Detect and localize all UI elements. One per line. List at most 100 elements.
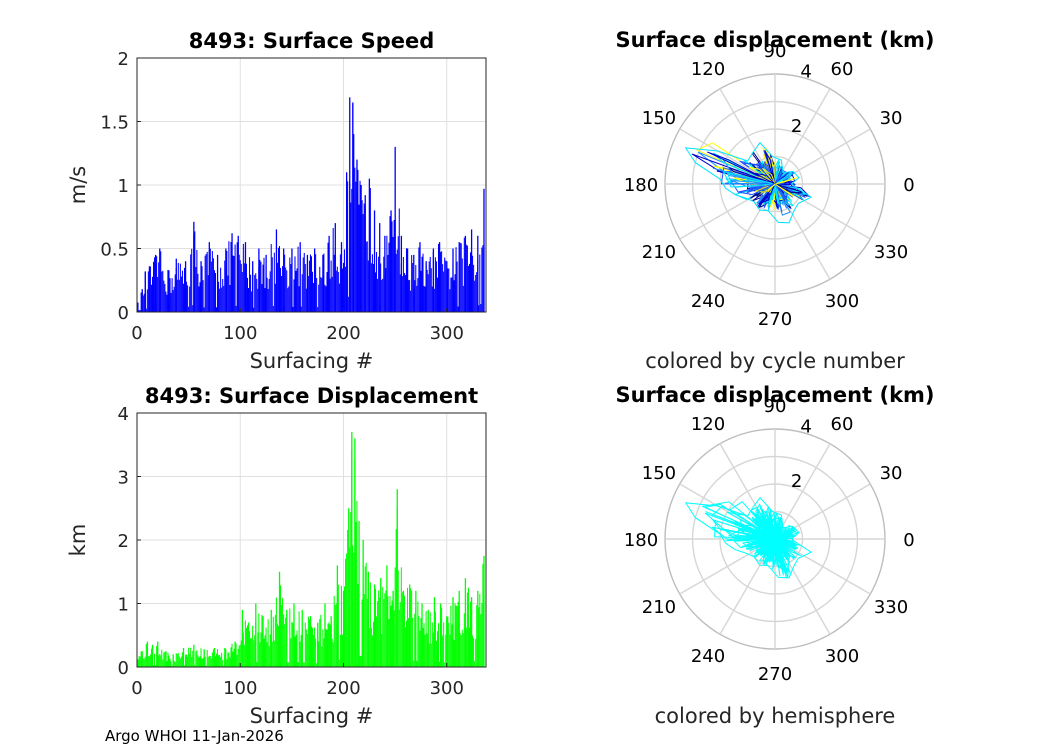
chart-title: 8493: Surface Speed bbox=[189, 29, 435, 53]
bar bbox=[414, 613, 416, 667]
polar-series bbox=[684, 141, 813, 224]
chart-title: Surface displacement (km) bbox=[615, 383, 934, 407]
polar-spoke bbox=[679, 128, 776, 185]
bar bbox=[369, 582, 371, 667]
bar bbox=[266, 642, 268, 667]
polar-trace bbox=[771, 538, 776, 562]
bar bbox=[354, 438, 356, 667]
bar bbox=[291, 248, 293, 312]
bar bbox=[411, 590, 413, 667]
bar bbox=[189, 286, 191, 312]
bar bbox=[213, 647, 216, 667]
bar bbox=[257, 632, 259, 667]
bar bbox=[408, 584, 411, 667]
bar bbox=[398, 208, 400, 312]
bar bbox=[378, 590, 380, 667]
bar bbox=[368, 178, 371, 312]
bar bbox=[478, 607, 480, 667]
bar bbox=[178, 656, 180, 667]
bar bbox=[375, 272, 377, 312]
bar bbox=[378, 256, 380, 312]
bar bbox=[216, 254, 219, 312]
bar bbox=[290, 264, 292, 312]
bar bbox=[175, 653, 177, 667]
bar bbox=[448, 268, 450, 312]
bar bbox=[481, 247, 483, 312]
x-axis-label: colored by hemisphere bbox=[655, 704, 896, 728]
bar bbox=[344, 249, 346, 312]
bar bbox=[350, 202, 352, 312]
bar bbox=[373, 210, 376, 312]
bar bbox=[188, 306, 190, 312]
bar bbox=[207, 656, 209, 667]
theta-tick-label: 180 bbox=[624, 530, 658, 551]
bar bbox=[466, 592, 468, 667]
bar bbox=[158, 655, 160, 667]
bar bbox=[430, 643, 432, 667]
bar bbox=[412, 617, 414, 667]
bar bbox=[373, 584, 376, 667]
bar bbox=[361, 200, 363, 312]
bar bbox=[339, 254, 341, 312]
bar bbox=[337, 272, 339, 312]
bar bbox=[139, 656, 141, 667]
bar bbox=[332, 642, 334, 667]
bar bbox=[233, 648, 235, 667]
bar bbox=[186, 281, 188, 312]
polar-trace bbox=[774, 166, 783, 185]
bar bbox=[379, 223, 381, 312]
polar-trace bbox=[774, 538, 790, 552]
bar bbox=[381, 634, 383, 667]
bar bbox=[156, 645, 158, 667]
bar bbox=[446, 616, 448, 667]
bar bbox=[167, 270, 169, 312]
bar bbox=[275, 229, 278, 312]
bar bbox=[225, 648, 227, 667]
bar bbox=[203, 307, 205, 312]
bar bbox=[402, 590, 405, 667]
bar bbox=[480, 614, 482, 667]
polar-trace bbox=[684, 496, 813, 579]
bar bbox=[173, 286, 175, 312]
bar bbox=[433, 288, 435, 312]
bar bbox=[150, 648, 152, 667]
bar bbox=[479, 593, 481, 667]
polar-spoke bbox=[774, 443, 831, 540]
polar-trace bbox=[774, 173, 791, 185]
bar bbox=[154, 254, 157, 312]
bar bbox=[346, 172, 348, 312]
bar bbox=[355, 521, 357, 667]
bar bbox=[459, 242, 461, 312]
bar bbox=[151, 276, 154, 312]
bar bbox=[138, 656, 140, 667]
bar bbox=[327, 623, 329, 667]
bar bbox=[409, 279, 411, 312]
bar bbox=[273, 640, 275, 667]
bar bbox=[397, 570, 399, 667]
bar bbox=[358, 520, 360, 667]
bar bbox=[360, 185, 362, 312]
theta-tick-label: 300 bbox=[825, 291, 859, 312]
bar bbox=[263, 257, 265, 312]
bar bbox=[221, 652, 223, 667]
bar bbox=[138, 310, 140, 312]
bar bbox=[446, 261, 448, 312]
bar bbox=[170, 292, 172, 312]
bars bbox=[137, 432, 485, 667]
bar bbox=[316, 277, 318, 312]
bar bbox=[379, 597, 381, 667]
bar bbox=[341, 268, 343, 312]
bar bbox=[255, 603, 257, 667]
polar-trace bbox=[774, 170, 788, 185]
bar bbox=[324, 284, 326, 312]
bar bbox=[434, 611, 436, 667]
bar bbox=[263, 638, 265, 667]
bar bbox=[390, 605, 392, 667]
bar bbox=[357, 169, 359, 312]
bar bbox=[149, 654, 151, 667]
bar bbox=[206, 649, 208, 667]
bar bbox=[228, 241, 230, 312]
bar bbox=[347, 181, 349, 312]
bar bbox=[246, 625, 248, 667]
